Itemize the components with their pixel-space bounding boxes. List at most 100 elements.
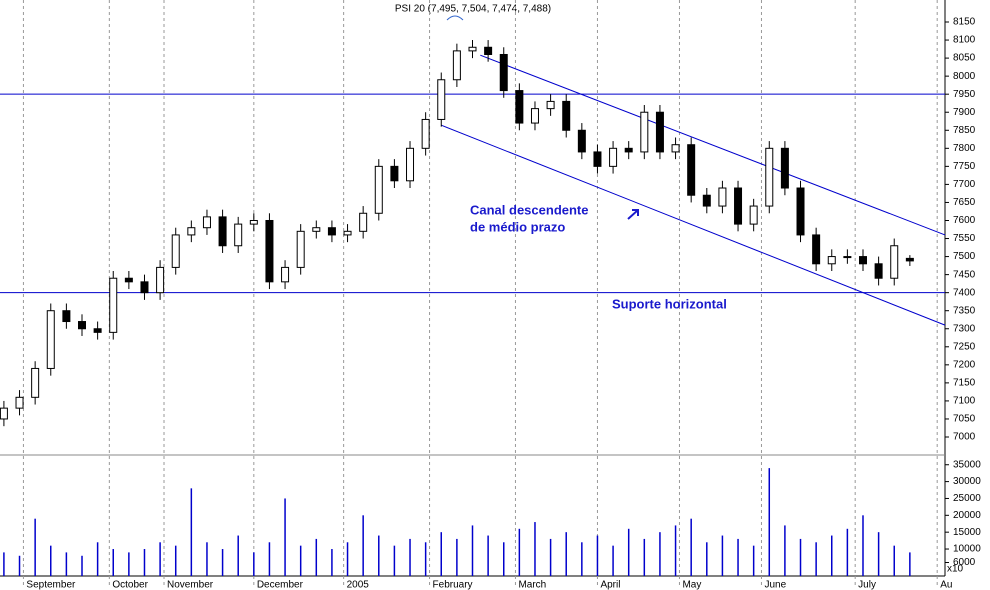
candle-body [249,219,258,225]
y-tick-label: 7450 [953,269,976,280]
candle-body [46,310,55,369]
candle-body [484,46,493,55]
x-tick-label: June [764,580,786,590]
volume-unit: x10 [947,564,964,575]
candle-body [655,111,664,153]
candle-body [890,245,899,279]
candle-body [140,281,149,294]
candle-body [62,310,71,323]
candle-body [499,53,508,92]
candle-body [734,187,743,225]
y-tick-label: 7700 [953,179,976,190]
trend-line [480,54,946,236]
candle-body [530,108,539,124]
candle-body [827,256,836,265]
x-tick-label: March [518,580,546,590]
candle-body [296,230,305,268]
trend-line [441,124,946,326]
y-tick-label: 7100 [953,396,976,407]
candle-body [905,257,914,262]
y-tick-label: 7550 [953,233,976,244]
candle-body [327,227,336,236]
candle-body [31,367,40,398]
x-tick-label: April [600,580,620,590]
annotation: Canal descendente [470,202,589,217]
title-icon [446,15,464,21]
candle-body [515,90,524,124]
candle-body [858,256,867,265]
candle-body [265,219,274,283]
candle-body [390,165,399,182]
y2-tick-label: 15000 [953,527,981,538]
y2-tick-label: 35000 [953,459,981,470]
candle-body [468,46,477,52]
candle-body [156,266,165,294]
candle-body [562,100,571,131]
y2-tick-label: 30000 [953,476,981,487]
x-tick-label: Au [940,580,952,590]
y-tick-label: 7400 [953,287,976,298]
candle-body [406,147,415,182]
annotation: Suporte horizontal [612,296,727,311]
candle-body [218,216,227,247]
arrow [627,209,639,220]
annotation: de médio prazo [470,219,565,234]
y-tick-label: 7350 [953,305,976,316]
candle-body [0,407,8,420]
y2-tick-label: 20000 [953,510,981,521]
candle-body [640,111,649,153]
candle-body [718,187,727,207]
candle-body [124,277,133,283]
candle-body [593,151,602,167]
y-tick-label: 7800 [953,143,976,154]
candle-body [577,129,586,153]
candle-body [749,205,758,225]
y2-tick-label: 25000 [953,493,981,504]
y2-tick-label: 6000 [953,557,976,568]
y-tick-label: 8050 [953,53,976,64]
y-tick-label: 7650 [953,197,976,208]
candle-body [765,147,774,207]
x-tick-label: December [257,580,304,590]
candle-body [452,50,461,81]
x-tick-label: September [26,580,76,590]
y-tick-label: 7950 [953,89,976,100]
candle-body [671,144,680,153]
x-tick-label: May [682,580,701,590]
candle-body [312,227,321,232]
candle-body [202,216,211,229]
y-tick-label: 7150 [953,378,976,389]
candle-body [109,277,118,333]
candle-body [93,328,102,333]
y-tick-label: 7300 [953,323,976,334]
candle-body [343,230,352,236]
candle-body [546,100,555,110]
candle-body [359,212,368,232]
candle-body [624,147,633,153]
candle-body [421,118,430,149]
y2-tick-label: 10000 [953,544,981,555]
x-tick-label: July [858,580,876,590]
y-tick-label: 7200 [953,359,976,370]
candle-body [171,234,180,268]
y-tick-label: 7250 [953,341,976,352]
x-tick-label: October [112,580,148,590]
x-tick-label: 2005 [347,580,370,590]
y-tick-label: 8150 [953,17,976,28]
candle-body [780,147,789,189]
x-tick-label: February [433,580,473,590]
candle-body [187,227,196,236]
y-tick-label: 8000 [953,71,976,82]
candle-body [796,187,805,236]
candle-body [437,79,446,120]
candle-body [874,263,883,279]
candle-body [15,396,24,409]
chart-title: PSI 20 (7,495, 7,504, 7,474, 7,488) [395,4,551,15]
candle-body [609,147,618,167]
candle-body [812,234,821,265]
y-tick-label: 7850 [953,125,976,136]
candle-body [78,321,87,330]
candle-body [234,223,243,247]
